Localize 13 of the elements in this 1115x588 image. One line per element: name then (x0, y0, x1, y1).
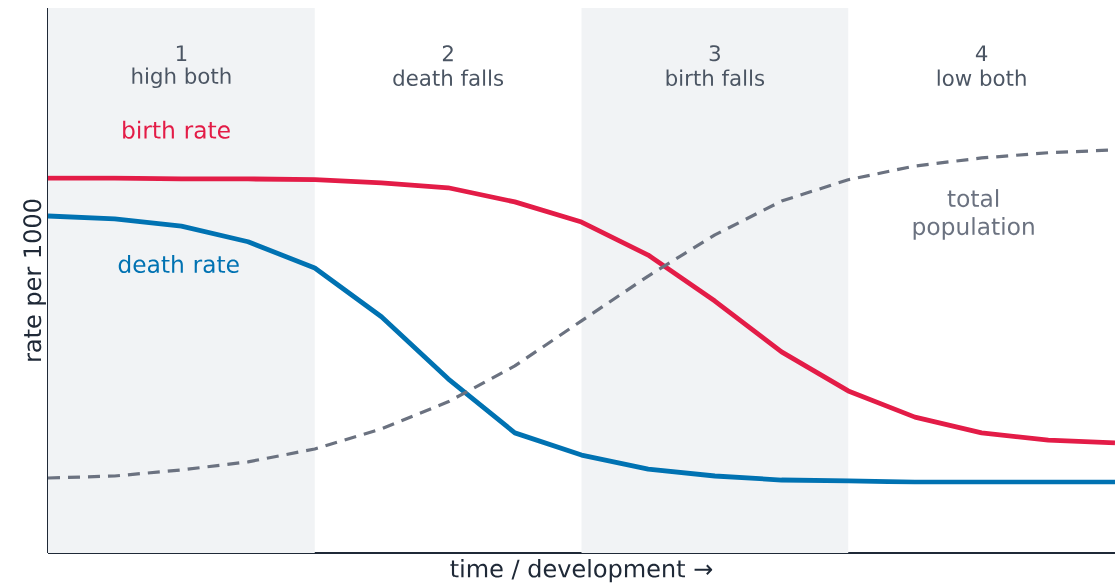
text: low both (937, 69, 1026, 86)
x-axis-title: time / development → (450, 559, 713, 583)
text: 1 (176, 45, 187, 61)
series-label: death rate (118, 254, 239, 273)
text: high both (132, 67, 231, 89)
text: 4 (975, 45, 988, 61)
text: 2 (442, 45, 453, 62)
series-label: total population (913, 189, 1034, 240)
text: death falls (393, 69, 504, 86)
text: birth falls (666, 69, 765, 86)
text: 3 (709, 45, 720, 62)
y-axis-title: rate per 1000 (23, 199, 46, 361)
series-label: birth rate (123, 120, 230, 139)
